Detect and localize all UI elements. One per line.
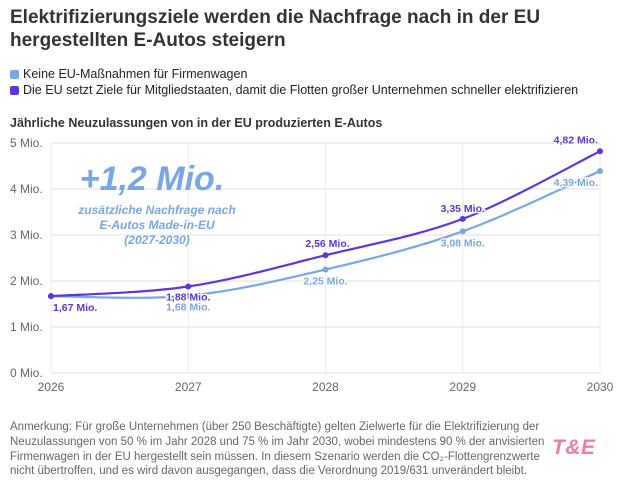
y-tick-label: 5 Mio. (10, 136, 43, 150)
legend-item-baseline: Keine EU-Maßnahmen für Firmenwagen (10, 66, 578, 82)
series-2-data-label: 1,88 Mio. (166, 292, 210, 304)
series-2-data-label: 4,82 Mio. (554, 134, 598, 146)
callout: +1,2 Mio. zusätzliche Nachfrage nach E-A… (77, 160, 235, 247)
chart-title: Elektrifizierungsziele werden die Nachfr… (10, 7, 541, 51)
legend-label-targets: Die EU setzt Ziele für Mitgliedstaaten, … (23, 83, 579, 97)
series-1-point (597, 168, 603, 175)
x-tick-label: 2029 (449, 380, 476, 394)
series-2-data-label: 3,35 Mio. (441, 203, 485, 215)
series-2-data-label: 1,67 Mio. (53, 302, 97, 314)
legend-swatch-targets (10, 85, 19, 95)
legend-swatch-baseline (10, 69, 19, 79)
x-tick-label: 2026 (38, 380, 65, 394)
series-1-point (322, 266, 329, 273)
legend: Keine EU-Maßnahmen für Firmenwagen Die E… (10, 66, 578, 98)
footnote: Anmerkung: Für große Unternehmen (über 2… (10, 421, 545, 478)
series-1-data-label: 1,68 Mio. (166, 302, 210, 314)
series-1-data-label: 3,08 Mio. (441, 237, 485, 249)
data-labels: 1,68 Mio. 2,25 Mio. 3,08 Mio. 4,39 Mio. 1,67… (52, 133, 600, 315)
y-tick-label: 4 Mio. (10, 182, 43, 196)
x-tick-label: 2027 (175, 380, 202, 394)
series-1-data-label: 2,25 Mio. (303, 276, 347, 288)
y-tick-label: 2 Mio. (10, 274, 43, 288)
x-tick-label: 2028 (312, 380, 339, 394)
callout-line2: E-Autos Made-in-EU (99, 218, 215, 232)
y-tick-label: 1 Mio. (10, 320, 43, 334)
callout-line3: (2027-2030) (124, 233, 189, 247)
legend-item-targets: Die EU setzt Ziele für Mitgliedstaaten, … (10, 82, 578, 98)
chart-subtitle: Jährliche Neuzulassungen von in der EU p… (10, 116, 383, 130)
series-1-point (459, 228, 466, 235)
callout-line1: zusätzliche Nachfrage nach (77, 203, 235, 217)
series-2-point (322, 252, 329, 259)
series-2-point (597, 148, 603, 155)
series-2-data-label: 2,56 Mio. (305, 238, 349, 250)
y-tick-label: 3 Mio. (10, 228, 43, 242)
series-2-point (48, 293, 54, 300)
series-points (48, 148, 603, 300)
y-axis: 0 Mio. 1 Mio. 2 Mio. 3 Mio. 4 Mio. 5 Mio. (10, 136, 43, 380)
series-2-point (459, 215, 466, 222)
x-tick-label: 2030 (587, 380, 614, 394)
series-2-point (185, 283, 192, 290)
te-logo: T&E (552, 436, 596, 459)
series-1-data-label: 4,39 Mio. (554, 177, 598, 189)
x-axis: 2026 2027 2028 2029 2030 (38, 380, 614, 394)
legend-label-baseline: Keine EU-Maßnahmen für Firmenwagen (23, 67, 248, 81)
series-1-point (185, 292, 192, 299)
y-tick-label: 0 Mio. (10, 366, 43, 380)
callout-big: +1,2 Mio. (80, 160, 225, 198)
